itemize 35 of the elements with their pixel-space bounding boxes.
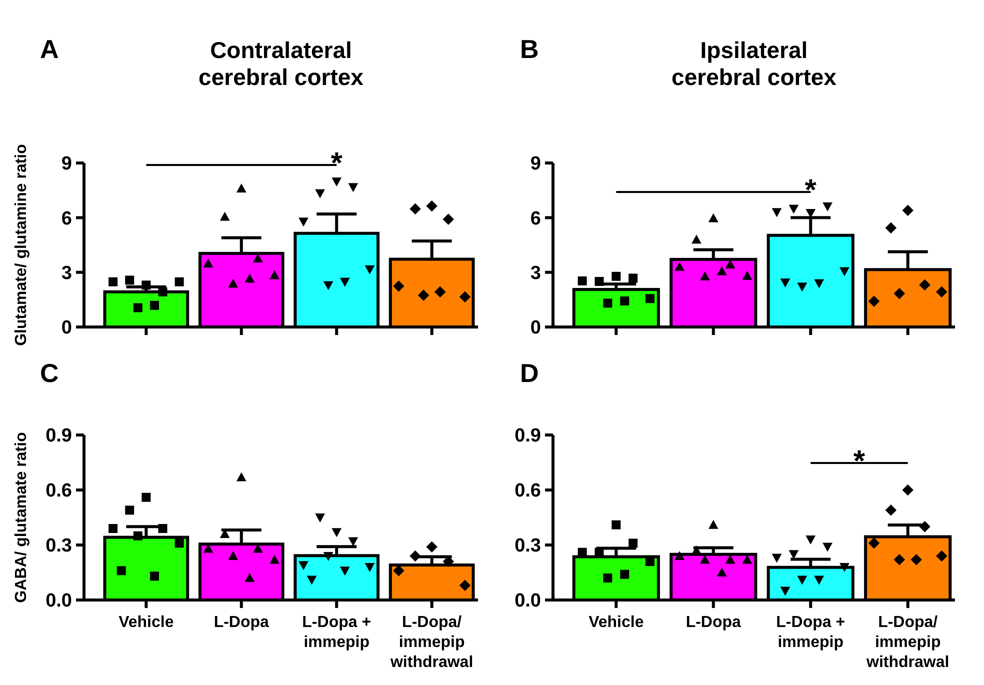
y-tick-label: 6 [530, 208, 541, 230]
x-tick-label: L-Dopa [686, 614, 742, 631]
y-tick-label: 0.3 [514, 536, 541, 557]
y-tick-label: 0.9 [514, 426, 541, 447]
y-tick-label: 0.6 [514, 480, 541, 502]
x-tick-label: L-Dopa [214, 614, 270, 631]
y-tick-label: 0.0 [46, 590, 72, 612]
y-tick-label: 9 [530, 154, 541, 175]
chart-title: Ipsilateral cerebral cortex [672, 37, 837, 90]
x-tick-label: L-Dopa + immepip [302, 614, 372, 651]
y-axis-title: GABA/ glutamate ratio [13, 432, 30, 603]
y-tick-label: 0 [530, 318, 541, 339]
text: C [40, 358, 59, 388]
text: D [520, 358, 539, 388]
annotation: * [853, 445, 866, 478]
x-tick-label: L-Dopa + immepip [776, 614, 846, 651]
y-tick-label: 6 [61, 208, 72, 230]
y-axis-title: Glutamate/ glutamine ratio [13, 144, 30, 346]
x-tick-label: Vehicle [588, 614, 644, 631]
x-tick-label: L-Dopa/ immepip withdrawal [389, 614, 474, 671]
chart-title: Contralateral cerebral cortex [198, 37, 364, 90]
x-tick-label: L-Dopa/ immepip withdrawal [866, 614, 950, 671]
y-tick-label: 0.3 [46, 536, 72, 557]
annotation: * [330, 147, 343, 180]
annotation: * [804, 174, 817, 207]
x-tick-label: Vehicle [118, 614, 174, 631]
text: A [40, 34, 59, 64]
y-tick-label: 3 [530, 262, 541, 284]
y-tick-label: 9 [61, 154, 72, 175]
y-tick-label: 0.9 [46, 426, 72, 447]
y-tick-label: 3 [61, 262, 72, 284]
y-tick-label: 0.6 [46, 480, 72, 502]
y-tick-label: 0 [61, 318, 72, 339]
y-tick-label: 0.0 [514, 590, 541, 612]
text: B [520, 34, 539, 64]
